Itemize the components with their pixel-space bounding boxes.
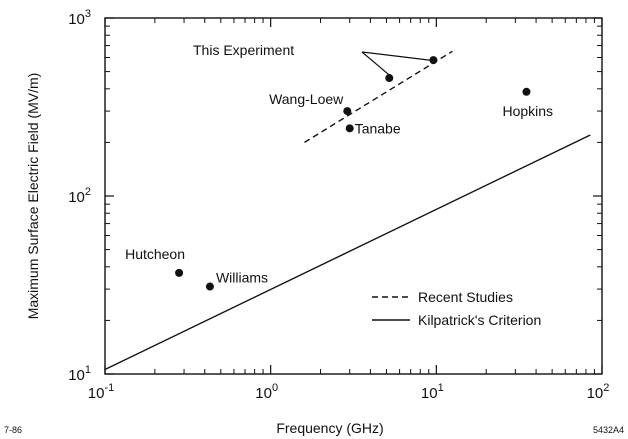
series-kilpatrick-criterion — [104, 134, 591, 371]
tick-label-exponent: 0 — [272, 382, 278, 394]
data-point — [343, 107, 352, 116]
y-tick-label: 102 — [68, 186, 91, 206]
tick-label-base: 10 — [421, 385, 438, 402]
y-tick-label: 103 — [68, 8, 91, 28]
tick-label-base: 10 — [68, 189, 85, 206]
legend-label-kilpatrick: Kilpatrick's Criterion — [418, 312, 541, 328]
y-axis-label: Maximum Surface Electric Field (MV/m) — [25, 73, 41, 320]
x-tick-label: 100 — [255, 382, 278, 402]
tick-label-exponent: 2 — [603, 382, 609, 394]
data-point — [429, 56, 438, 65]
annotation-label: This Experiment — [193, 42, 294, 58]
series-layer — [104, 50, 591, 371]
data-point — [345, 124, 354, 133]
data-point — [385, 74, 394, 83]
x-tick-label: 102 — [587, 382, 610, 402]
tick-label-base: 10 — [587, 385, 604, 402]
tick-label-base: 10 — [68, 11, 85, 28]
tick-label-exponent: -1 — [104, 382, 114, 394]
point-label: Hopkins — [502, 103, 553, 119]
points-layer: Hutcheon Williams Wang-Loew Tanabe Hopkins — [125, 56, 553, 291]
annotation-arrow — [361, 51, 390, 76]
tick-label-base: 10 — [255, 385, 272, 402]
data-point — [175, 268, 184, 277]
tick-label-exponent: 2 — [85, 186, 91, 198]
x-tick-label: 101 — [421, 382, 444, 402]
annotation-this-experiment: This Experiment — [193, 42, 430, 76]
tick-label-base: 10 — [88, 385, 105, 402]
legend-label-recent-studies: Recent Studies — [418, 289, 513, 305]
point-label: Williams — [216, 270, 268, 286]
x-axis-label: Frequency (GHz) — [276, 420, 383, 436]
tick-label-exponent: 3 — [85, 8, 91, 20]
annotation-arrow — [361, 51, 430, 61]
x-tick-label: 10-1 — [88, 382, 114, 402]
series-recent-studies — [304, 50, 453, 143]
y-tick-label: 101 — [68, 364, 91, 384]
footer-left-code: 7-86 — [4, 425, 22, 435]
point-label: Tanabe — [355, 120, 401, 136]
data-point — [205, 282, 214, 291]
tick-label-exponent: 1 — [438, 382, 444, 394]
tick-label-exponent: 1 — [85, 364, 91, 376]
legend: Recent Studies Kilpatrick's Criterion — [372, 289, 541, 328]
data-point — [522, 87, 531, 96]
tick-label-base: 10 — [68, 367, 85, 384]
point-label: Hutcheon — [125, 246, 185, 262]
footer-right-code: 5432A4 — [593, 425, 624, 435]
point-label: Wang-Loew — [269, 91, 344, 107]
ticks — [104, 17, 603, 375]
